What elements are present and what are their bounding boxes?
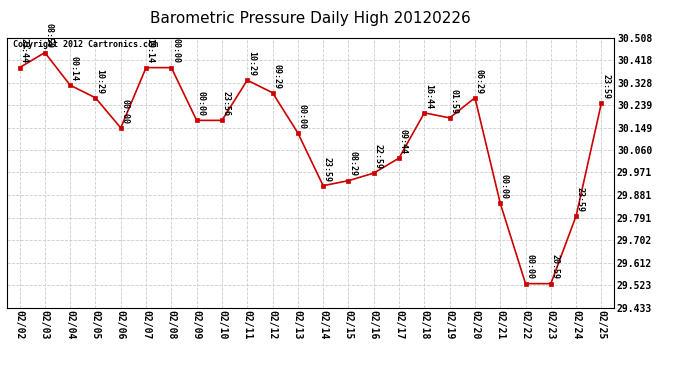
Text: 00:00: 00:00 xyxy=(171,39,180,63)
Text: 20:59: 20:59 xyxy=(551,255,560,279)
Text: Copyright 2012 Cartronics.com: Copyright 2012 Cartronics.com xyxy=(13,40,158,49)
Text: 00:14: 00:14 xyxy=(70,56,79,81)
Text: 10:29: 10:29 xyxy=(247,51,256,76)
Text: 10:29: 10:29 xyxy=(95,69,104,94)
Text: 08:29: 08:29 xyxy=(348,152,357,177)
Text: 06:29: 06:29 xyxy=(475,69,484,94)
Text: 08:59: 08:59 xyxy=(45,23,54,48)
Text: 23:59: 23:59 xyxy=(601,74,610,99)
Text: 09:44: 09:44 xyxy=(399,129,408,154)
Text: 23:56: 23:56 xyxy=(221,91,230,116)
Text: 00:00: 00:00 xyxy=(500,174,509,199)
Text: Barometric Pressure Daily High 20120226: Barometric Pressure Daily High 20120226 xyxy=(150,11,471,26)
Text: 22:59: 22:59 xyxy=(373,144,382,169)
Text: 09:29: 09:29 xyxy=(273,64,282,88)
Text: 01:59: 01:59 xyxy=(449,89,458,114)
Text: 16:44: 16:44 xyxy=(424,84,433,109)
Text: 23:59: 23:59 xyxy=(323,156,332,182)
Text: 00:00: 00:00 xyxy=(121,99,130,124)
Text: 23:44: 23:44 xyxy=(19,39,28,63)
Text: 23:59: 23:59 xyxy=(576,187,585,211)
Text: 00:00: 00:00 xyxy=(297,104,306,129)
Text: 00:00: 00:00 xyxy=(525,255,534,279)
Text: 00:00: 00:00 xyxy=(197,91,206,116)
Text: 19:14: 19:14 xyxy=(146,39,155,63)
